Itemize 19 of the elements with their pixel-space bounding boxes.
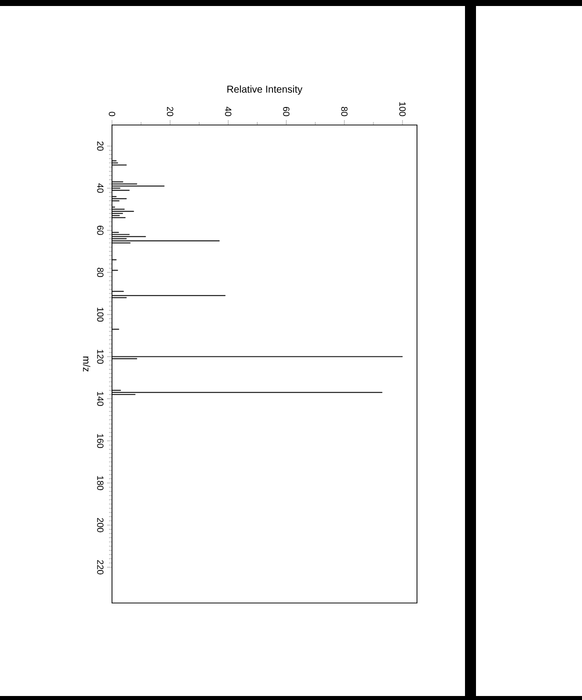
y-tick-label: 40 — [97, 183, 104, 193]
y-tick-label: 140 — [97, 392, 104, 406]
x-tick-label: 40 — [225, 106, 232, 116]
y-tick-label: 220 — [97, 560, 104, 574]
x-axis-title: Relative Intensity — [227, 85, 302, 95]
y-tick-label: 200 — [97, 518, 104, 532]
y-tick-label: 120 — [97, 350, 104, 364]
x-tick-label: 60 — [283, 106, 290, 116]
y-tick-label: 60 — [97, 226, 104, 235]
y-tick-label: 100 — [97, 308, 104, 322]
x-tick-label: 100 — [399, 102, 406, 116]
x-tick-label: 0 — [108, 112, 116, 116]
y-tick-label: 180 — [97, 476, 104, 490]
y-axis-title: m/z — [82, 356, 90, 372]
y-tick-label: 80 — [97, 268, 104, 278]
y-tick-label: 160 — [97, 434, 104, 448]
x-tick-label: 80 — [341, 106, 348, 116]
y-tick-label: 20 — [97, 142, 104, 151]
x-tick-label: 20 — [166, 106, 174, 116]
